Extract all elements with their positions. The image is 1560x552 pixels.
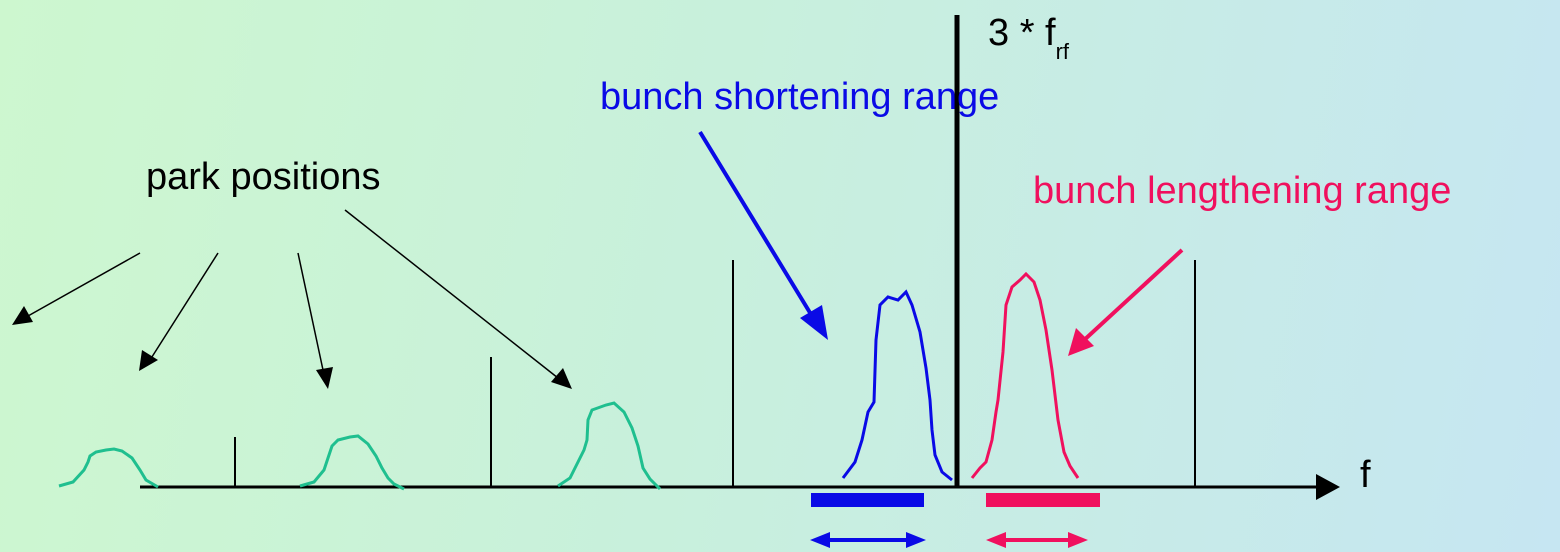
park-bump-2 bbox=[299, 434, 405, 491]
park-pointer-4 bbox=[344, 209, 559, 379]
lengthening-pointer bbox=[1080, 248, 1184, 344]
shortening-arrowhead-left bbox=[810, 532, 830, 548]
park-arrowhead-3 bbox=[316, 367, 333, 389]
park-arrowhead-4 bbox=[551, 368, 572, 389]
shortening-arrowhead-right bbox=[906, 532, 926, 548]
shortening-range-bar bbox=[811, 493, 924, 507]
park-positions-label: park positions bbox=[146, 156, 381, 198]
shortening-pointer-head bbox=[800, 305, 828, 340]
axis-arrowhead bbox=[1316, 474, 1340, 500]
park-pointer-2 bbox=[149, 252, 219, 361]
park-bump-3 bbox=[557, 401, 662, 491]
lengthening-arrowhead-right bbox=[1068, 532, 1088, 548]
shortening-bump bbox=[841, 289, 953, 482]
lengthening-range-bar bbox=[986, 493, 1100, 507]
lengthening-bump bbox=[970, 271, 1080, 479]
rf-harmonic-label: 3 * frf bbox=[988, 12, 1069, 63]
rf-harmonic-subscript: rf bbox=[1055, 39, 1070, 64]
lengthening-arrowhead-left bbox=[986, 532, 1006, 548]
park-pointer-3 bbox=[297, 252, 324, 371]
shortening-range-label: bunch shortening range bbox=[600, 76, 1000, 118]
shortening-pointer bbox=[698, 130, 814, 318]
park-arrowhead-2 bbox=[139, 350, 158, 371]
park-pointer-1 bbox=[27, 252, 141, 317]
lengthening-range-label: bunch lengthening range bbox=[1033, 170, 1452, 212]
park-bump-1 bbox=[58, 447, 159, 489]
frequency-axis-label: f bbox=[1360, 454, 1371, 496]
lengthening-pointer-head bbox=[1068, 328, 1094, 356]
park-arrowhead-1 bbox=[12, 306, 33, 325]
rf-harmonic-prefix: 3 * f bbox=[988, 12, 1056, 54]
